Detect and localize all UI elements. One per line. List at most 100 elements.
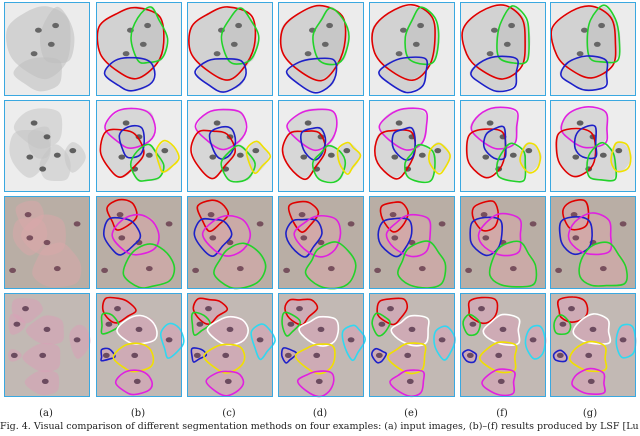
contour-yellow <box>427 142 451 175</box>
cell-body <box>404 6 440 64</box>
cell-nucleus <box>599 152 607 158</box>
cell-body <box>69 324 91 359</box>
panel-frame <box>4 196 90 289</box>
cell-nucleus <box>317 326 325 332</box>
cell-nucleus <box>39 166 47 172</box>
panel-grayscale-example-2-col-3 <box>278 100 364 192</box>
cell-nucleus <box>499 326 507 332</box>
panel-frame <box>550 293 636 397</box>
panel-frame <box>187 100 273 192</box>
panel-frame <box>460 196 546 289</box>
cell-nucleus <box>145 152 153 158</box>
cell-nucleus <box>469 321 477 327</box>
contour-green <box>462 313 482 337</box>
contour-yellow <box>245 140 272 175</box>
contour-green <box>130 6 169 64</box>
cell-nucleus <box>26 154 34 160</box>
contour-cyan <box>615 323 637 359</box>
column-label-e: (e) <box>404 408 418 419</box>
cell-body <box>615 324 637 359</box>
cell-nucleus <box>101 267 108 273</box>
cell-nucleus <box>576 51 584 57</box>
column-label-g: (g) <box>582 408 598 419</box>
contour-green <box>488 240 538 288</box>
cell-nucleus <box>317 239 325 246</box>
contour-blue <box>371 347 388 364</box>
cell-nucleus <box>412 41 420 47</box>
cell-nucleus <box>222 352 230 358</box>
cell-nucleus <box>193 352 201 358</box>
panel-color-example-1-col-4 <box>369 196 455 289</box>
cell-nucleus <box>30 120 38 126</box>
contour-yellow <box>203 343 246 374</box>
contour-blue <box>118 124 146 159</box>
cell-nucleus <box>619 337 627 343</box>
column-label-a: (a) <box>39 408 53 419</box>
cell-body <box>525 324 547 359</box>
cell-nucleus <box>207 212 215 218</box>
cell-nucleus <box>196 321 204 327</box>
cell-nucleus <box>387 306 394 312</box>
cell-body <box>397 242 447 288</box>
panel-frame <box>369 100 455 192</box>
cell-nucleus <box>556 352 564 358</box>
cell-nucleus <box>418 152 426 158</box>
panel-frame <box>278 293 364 397</box>
panel-color-example-1-col-0 <box>4 196 90 289</box>
contour-white <box>116 314 158 345</box>
cell-nucleus <box>161 148 169 154</box>
cell-body <box>585 144 617 182</box>
panel-frame <box>96 196 182 289</box>
contour-yellow <box>386 342 427 375</box>
cell-body <box>559 57 608 92</box>
contour-magenta <box>481 368 516 397</box>
cell-nucleus <box>73 337 81 343</box>
contour-red <box>467 296 499 325</box>
cell-nucleus <box>192 267 200 273</box>
cell-nucleus <box>509 152 517 158</box>
panel-color-example-2-col-0 <box>4 293 91 397</box>
contour-green <box>122 243 176 289</box>
contour-red <box>101 296 137 324</box>
contour-green <box>281 311 302 337</box>
panel-frame <box>369 293 455 397</box>
cell-nucleus <box>304 51 312 57</box>
cell-nucleus <box>114 306 121 312</box>
cell-nucleus <box>252 148 260 154</box>
contour-red <box>281 130 327 181</box>
contour-magenta <box>567 212 613 256</box>
column-label-d: (d) <box>312 408 328 419</box>
contour-magenta <box>104 107 157 150</box>
contour-red <box>192 297 229 325</box>
contour-red <box>96 6 165 80</box>
cell-body <box>131 144 163 182</box>
cell-nucleus <box>209 154 217 160</box>
cell-body <box>570 370 606 396</box>
contour-magenta <box>378 107 429 151</box>
cell-nucleus <box>53 265 61 272</box>
cell-nucleus <box>434 148 442 154</box>
cell-nucleus <box>568 306 575 312</box>
panel-frame <box>550 100 636 192</box>
contour-magenta <box>477 212 522 257</box>
cell-nucleus <box>256 221 264 227</box>
cell-nucleus <box>391 154 399 160</box>
cell-nucleus <box>283 267 290 273</box>
cell-nucleus <box>298 212 306 218</box>
panel-grayscale-example-2-col-2 <box>187 100 273 192</box>
contour-yellow <box>336 141 362 175</box>
cell-nucleus <box>47 41 55 47</box>
cell-nucleus <box>347 337 355 343</box>
cell-nucleus <box>572 154 580 160</box>
contour-blue <box>280 347 298 364</box>
contour-blue <box>285 57 338 94</box>
cell-nucleus <box>122 51 130 57</box>
panel-frame <box>187 293 273 397</box>
cell-body <box>13 57 62 92</box>
cell-nucleus <box>486 51 494 57</box>
panel-color-example-1-col-5 <box>460 196 546 289</box>
panel-grayscale-example-1-col-5 <box>460 2 546 96</box>
cell-nucleus <box>235 22 243 29</box>
cell-nucleus <box>26 235 34 241</box>
contour-green <box>403 143 436 184</box>
